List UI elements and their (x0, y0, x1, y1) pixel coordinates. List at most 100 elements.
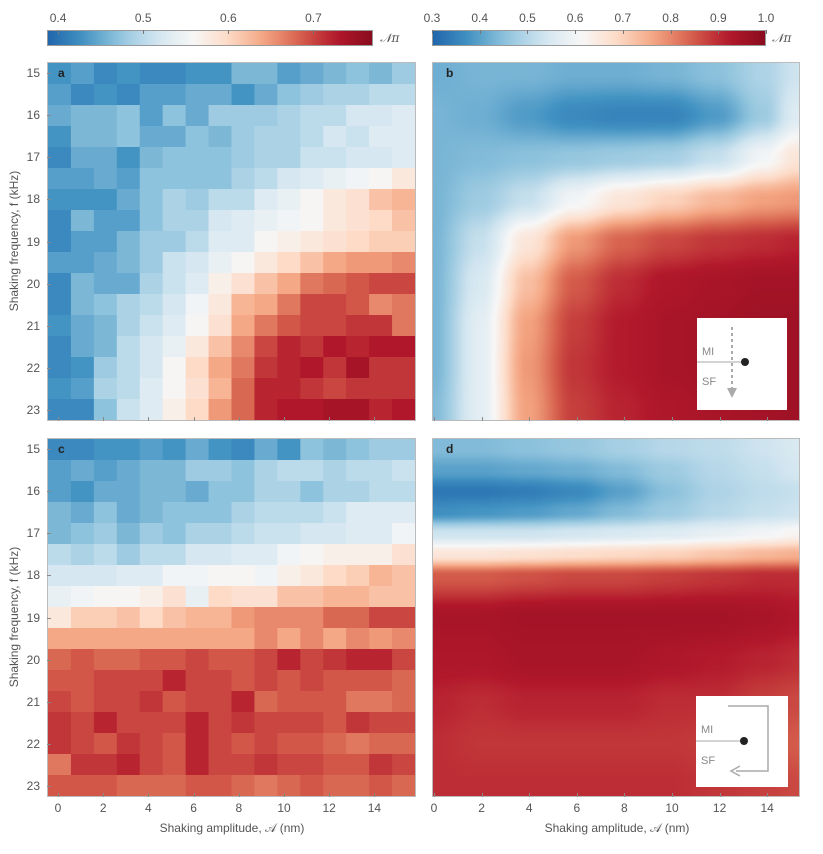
heatmap-cell (300, 399, 324, 420)
x-tick-label: 14 (367, 801, 382, 815)
heatmap-cell (323, 63, 347, 85)
heatmap-cell (93, 733, 118, 755)
heatmap-cell (162, 168, 187, 190)
heatmap-cell (70, 252, 95, 274)
heatmap-cell (254, 399, 278, 420)
heatmap-cell (93, 712, 118, 734)
colorbar-tick-label: 0.7 (614, 11, 632, 25)
heatmap-cell (323, 565, 347, 587)
heatmap-cell (116, 712, 141, 734)
x-axis-title-right: Shaking amplitude, 𝒜 (nm) (544, 821, 690, 835)
heatmap-cell (300, 336, 324, 358)
heatmap-cell (231, 691, 256, 713)
heatmap-cell (277, 168, 301, 190)
heatmap-cell (185, 63, 210, 85)
heatmap-cell (277, 754, 301, 776)
heatmap-cell (277, 63, 301, 85)
heatmap-cell (392, 126, 415, 148)
heatmap-cell (277, 691, 301, 713)
heatmap-cell (277, 586, 301, 608)
heatmap-cell (369, 733, 393, 755)
heatmap-cell (208, 294, 233, 316)
heatmap-cell (185, 775, 210, 796)
y-tick-label: 23 (26, 779, 40, 794)
x-tick-mark (103, 417, 105, 421)
heatmap-cell (185, 649, 210, 671)
heatmap-cell (231, 628, 256, 650)
heatmap-cell (48, 210, 72, 232)
heatmap-cell (93, 523, 118, 545)
heatmap-cell (346, 210, 370, 232)
heatmap-cell (300, 439, 324, 461)
heatmap-cell (392, 481, 415, 503)
heatmap-cell (116, 502, 141, 524)
colorbar-tick-mark (575, 30, 577, 34)
heatmap-cell (369, 252, 393, 274)
heatmap-cell (162, 252, 187, 274)
heatmap-cell (254, 586, 278, 608)
y-tick-mark (47, 368, 51, 370)
heatmap-cell (70, 523, 95, 545)
heatmap-cell (70, 481, 95, 503)
heatmap-cell (254, 147, 278, 169)
heatmap-cell (139, 670, 164, 692)
heatmap-cell (48, 607, 72, 629)
colorbar-theory-symbol: 𝒩π (772, 31, 792, 45)
y-tick-label: 17 (26, 526, 40, 541)
heatmap-cell (300, 63, 324, 85)
heatmap-cell (48, 670, 72, 692)
heatmap-cell (93, 210, 118, 232)
heatmap-cell (70, 231, 95, 253)
heatmap-cell (346, 649, 370, 671)
x-axis-title-left: Shaking amplitude, 𝒜 (nm) (159, 821, 305, 835)
heatmap-cell (254, 712, 278, 734)
heatmap-cell (162, 439, 187, 461)
heatmap-cell (208, 481, 233, 503)
heatmap-cell (185, 712, 210, 734)
y-tick-mark (47, 199, 51, 201)
heatmap-cell (231, 357, 256, 379)
x-tick-label: 0 (54, 801, 62, 815)
heatmap-cell (323, 315, 347, 337)
heatmap-cell (300, 126, 324, 148)
heatmap-cell (392, 294, 415, 316)
heatmap-cell (48, 231, 72, 253)
heatmap-cell (116, 357, 141, 379)
heatmap-cell (116, 273, 141, 295)
heatmap-cell (139, 586, 164, 608)
heatmap-cell (93, 399, 118, 420)
heatmap-cell (392, 84, 415, 106)
heatmap-cell (93, 607, 118, 629)
heatmap-cell (185, 399, 210, 420)
heatmap-cell (208, 378, 233, 400)
heatmap-cell (70, 357, 95, 379)
heatmap-cell (48, 460, 72, 482)
heatmap-cell (116, 565, 141, 587)
colorbar-tick-mark (766, 30, 767, 34)
heatmap-cell (254, 273, 278, 295)
heatmap-cell (70, 105, 95, 127)
heatmap-cell (70, 754, 95, 776)
heatmap-cell (162, 775, 187, 796)
heatmap-cell (254, 733, 278, 755)
heatmap-cell (392, 315, 415, 337)
heatmap-cell (392, 63, 415, 85)
heatmap-cell (323, 273, 347, 295)
heatmap-cell (162, 628, 187, 650)
colorbar-tick-label: 0.5 (519, 11, 536, 25)
loop-path-arrow (728, 705, 769, 772)
heatmap-cell (254, 544, 278, 566)
heatmap-cell (116, 294, 141, 316)
heatmap-cell (346, 126, 370, 148)
heatmap-cell (231, 105, 256, 127)
heatmap-cell (254, 460, 278, 482)
heatmap-cell (139, 544, 164, 566)
heatmap-cell (162, 712, 187, 734)
colorbar-tick-label: 0.8 (662, 11, 679, 25)
x-tick-label: 2 (478, 801, 485, 815)
heatmap-cell (346, 460, 370, 482)
heatmap-cell (300, 754, 324, 776)
x-tick-mark (148, 793, 150, 797)
heatmap-cell (139, 294, 164, 316)
heatmap-cell (93, 315, 118, 337)
